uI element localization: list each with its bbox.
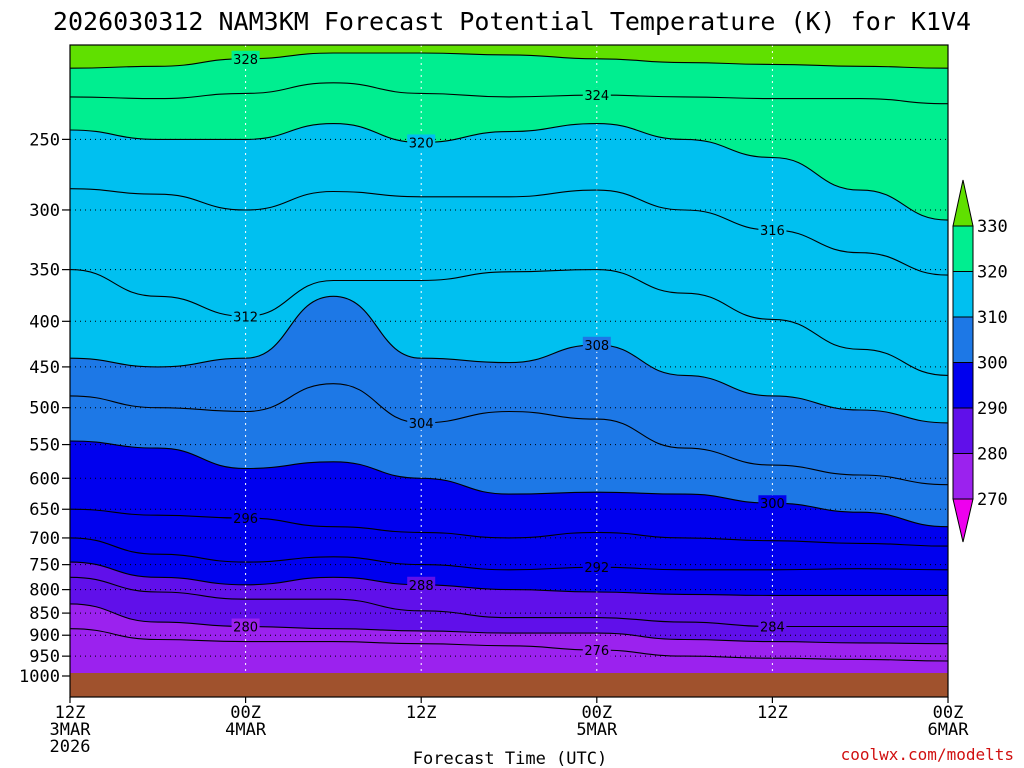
plot-frame [69,44,949,698]
y-tick-label-450: 450 [29,358,60,378]
colorbar-label-270: 270 [977,490,1008,510]
isentrope-320 [70,123,948,221]
contour-label-bg [582,336,611,352]
colorbar-label-320: 320 [977,263,1008,283]
colorbar-label-330: 330 [977,217,1008,237]
colorbar-swatch [952,271,974,318]
y-tick-label-350: 350 [29,261,60,281]
contour-label-280: 280 [233,621,258,636]
contour-label-276: 276 [584,644,609,659]
y-tick-label-900: 900 [29,626,60,646]
x-tick-label: 12Z [757,703,788,723]
y-tick-label-700: 700 [29,529,60,549]
contour-label-bg [582,87,611,103]
colorbar: 330 320 310 300 290 280 270 [952,179,1008,543]
contour-label-308: 308 [584,339,609,354]
contour-label-292: 292 [584,561,609,576]
isentrope-300 [70,440,948,528]
contour-label-288: 288 [409,579,434,594]
colorbar-label-290: 290 [977,399,1008,419]
y-tick-label-650: 650 [29,500,60,520]
contour-label-316: 316 [760,224,785,239]
contour-label-320: 320 [409,136,434,151]
isentrope-288 [70,561,948,596]
x-tick-label: 3MAR [50,720,92,740]
contour-label-bg [758,222,787,238]
filled-contours [70,45,948,697]
contour-label-296: 296 [233,512,258,527]
colorbar-cap-bottom [952,498,974,543]
contour-label-312: 312 [233,310,258,325]
y-tick-label-550: 550 [29,436,60,456]
y-tick-label-600: 600 [29,469,60,489]
chart-title: 2026030312 NAM3KM Forecast Potential Tem… [53,7,971,36]
isentrope-316 [70,188,948,276]
x-tick-label: 12Z [406,703,437,723]
contour-label-bg [407,134,436,150]
x-tick-label: 4MAR [225,720,267,740]
isentrope-280 [70,603,948,645]
y-tick-label-500: 500 [29,399,60,419]
contour-label-bg [758,618,787,634]
x-tick-label: 00Z [933,703,964,723]
isentrope-276 [70,628,948,662]
x-axis-label: Forecast Time (UTC) [413,749,607,768]
credit-link[interactable]: coolwx.com/modelts [841,745,1014,764]
contour-label-bg [582,641,611,657]
y-tick-label-400: 400 [29,312,60,332]
contour-label-bg [231,50,260,66]
x-tick-label: 5MAR [576,720,618,740]
isentrope-284 [70,576,948,628]
isentrope-324 [70,82,948,105]
isentrope-312 [70,269,948,376]
x-tick-label: 6MAR [928,720,970,740]
y-tick-label-950: 950 [29,647,60,667]
isentrope-304 [70,383,948,486]
y-tick-label-750: 750 [29,556,60,576]
isentrope-308 [70,295,948,424]
y-tick-label-850: 850 [29,604,60,624]
contour-label-324: 324 [584,89,609,104]
contour-label-300: 300 [760,497,785,512]
isentrope-lines: 328 324 320 316 312 308 304 300 296 292 288 284 280 2… [70,50,948,662]
ground-surface [70,673,948,697]
isentrope-328 [70,52,948,69]
x-tick-label: 12Z [55,703,86,723]
colorbar-cap-top [952,179,974,227]
contour-label-bg [407,414,436,430]
isentrope-292 [70,537,948,571]
x-tick-label: 00Z [581,703,612,723]
colorbar-label-310: 310 [977,308,1008,328]
grid-lines [70,45,948,697]
colorbar-swatch [952,453,974,500]
colorbar-swatch [952,362,974,409]
contour-label-bg [231,618,260,634]
y-tick-label-250: 250 [29,130,60,150]
y-tick-label-300: 300 [29,201,60,221]
contour-label-bg [758,495,787,511]
isentrope-296 [70,508,948,547]
contour-label-284: 284 [760,621,785,636]
colorbar-swatch [952,316,974,363]
x-tick-label: 2026 [50,737,91,757]
contour-label-bg [582,559,611,575]
plot-area: 328 324 320 316 312 308 304 300 296 292 288 284 280 2… [70,45,948,697]
contour-label-304: 304 [409,417,434,432]
pressure-axis: 2503003504004505005506006507007508008509… [19,130,70,687]
y-tick-label-800: 800 [29,581,60,601]
contour-label-bg [407,576,436,592]
contour-label-328: 328 [233,53,258,68]
colorbar-swatch [952,225,974,272]
y-tick-label-1000: 1000 [19,667,60,687]
contour-label-bg [231,308,260,324]
contour-label-bg [231,510,260,526]
colorbar-swatch [952,407,974,454]
colorbar-label-280: 280 [977,445,1008,465]
colorbar-label-300: 300 [977,354,1008,374]
x-tick-label: 00Z [230,703,261,723]
